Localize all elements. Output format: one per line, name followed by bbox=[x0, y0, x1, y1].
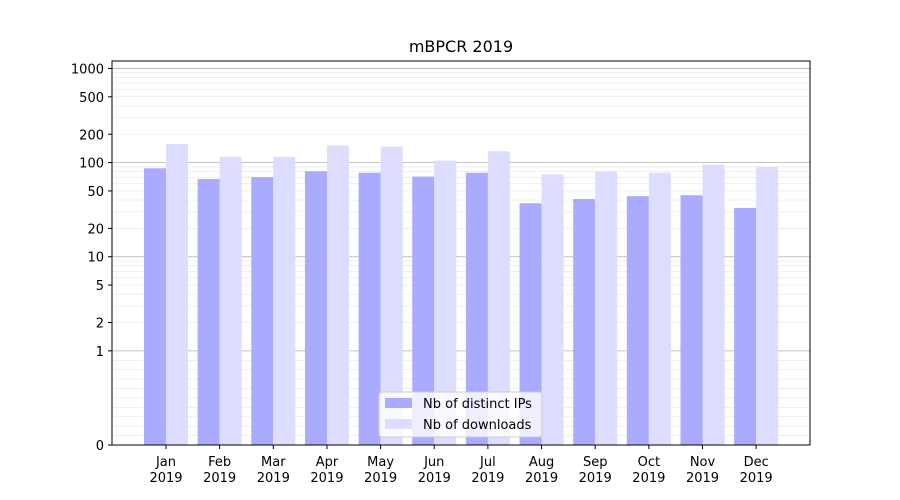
legend: Nb of distinct IPs Nb of downloads bbox=[378, 391, 543, 438]
bar-distinct-ips bbox=[465, 172, 488, 445]
bar-distinct-ips bbox=[519, 203, 542, 445]
bar-downloads bbox=[434, 160, 457, 445]
x-tick-year: 2019 bbox=[203, 471, 236, 486]
x-tick-month: Jun bbox=[423, 455, 444, 470]
x-tick-month: Nov bbox=[690, 455, 716, 470]
y-tick-label: 2 bbox=[96, 317, 104, 332]
bars bbox=[144, 143, 779, 446]
x-tick-year: 2019 bbox=[310, 471, 343, 486]
y-tick-label: 20 bbox=[87, 222, 104, 237]
x-tick-month: Oct bbox=[638, 455, 660, 470]
legend-swatch-downloads bbox=[385, 419, 412, 429]
y-tick-label: 0 bbox=[96, 439, 104, 454]
x-tick-label: Jun 2019 bbox=[418, 455, 451, 486]
legend-swatch-distinct-ips bbox=[385, 398, 412, 408]
legend-label-downloads: Nb of downloads bbox=[423, 418, 532, 433]
bar-downloads bbox=[166, 143, 188, 445]
y-tick-label: 50 bbox=[87, 185, 104, 200]
y-tick-label: 500 bbox=[79, 91, 104, 106]
bar-distinct-ips bbox=[144, 168, 166, 446]
bar-distinct-ips bbox=[304, 171, 327, 445]
x-tick-year: 2019 bbox=[525, 471, 558, 486]
x-tick-month: Jul bbox=[479, 455, 496, 470]
x-tick-label: Sep 2019 bbox=[579, 455, 612, 486]
bar-downloads bbox=[595, 171, 618, 445]
x-tick-year: 2019 bbox=[471, 471, 504, 486]
bar-distinct-ips bbox=[358, 172, 381, 445]
x-tick-month: May bbox=[367, 455, 394, 470]
x-tick-label: May 2019 bbox=[364, 455, 397, 486]
bar-distinct-ips bbox=[197, 178, 220, 445]
chart-title: mBPCR 2019 bbox=[409, 37, 513, 56]
x-tick-label: Apr 2019 bbox=[310, 455, 343, 486]
x-tick-month: Aug bbox=[529, 455, 554, 470]
x-tick-year: 2019 bbox=[632, 471, 665, 486]
x-tick-year: 2019 bbox=[257, 471, 290, 486]
bar-downloads bbox=[273, 156, 296, 445]
y-tick-label: 1 bbox=[96, 345, 104, 360]
x-tick-month: Jan bbox=[155, 455, 176, 470]
bar-downloads bbox=[702, 164, 725, 445]
bar-downloads bbox=[541, 174, 564, 445]
y-tick-label: 200 bbox=[79, 128, 104, 143]
plot-frame bbox=[111, 60, 811, 446]
bar-distinct-ips bbox=[412, 176, 435, 445]
y-tick-label: 100 bbox=[79, 157, 104, 172]
bar-distinct-ips bbox=[573, 199, 596, 445]
bar-distinct-ips bbox=[626, 196, 649, 445]
bar-downloads bbox=[380, 146, 403, 445]
x-tick-label: Mar 2019 bbox=[257, 455, 290, 486]
x-tick-year: 2019 bbox=[149, 471, 182, 486]
x-tick-label: Jan 2019 bbox=[149, 455, 182, 486]
bar-distinct-ips bbox=[734, 207, 757, 445]
x-tick-label: Jul 2019 bbox=[471, 455, 504, 486]
bar-downloads bbox=[487, 151, 510, 445]
y-tick-label: 1000 bbox=[71, 62, 104, 77]
x-tick-year: 2019 bbox=[740, 471, 773, 486]
bar-downloads bbox=[326, 145, 349, 445]
x-tick-month: Sep bbox=[583, 455, 608, 470]
legend-label-distinct-ips: Nb of distinct IPs bbox=[423, 397, 532, 412]
x-tick-label: Oct 2019 bbox=[632, 455, 665, 486]
bar-downloads bbox=[219, 156, 242, 445]
bar-downloads bbox=[648, 172, 671, 445]
x-tick-label: Nov 2019 bbox=[686, 455, 719, 486]
bar-downloads bbox=[756, 166, 779, 446]
legend-box bbox=[378, 391, 543, 438]
x-tick-year: 2019 bbox=[579, 471, 612, 486]
x-tick-month: Feb bbox=[208, 455, 231, 470]
x-tick-month: Dec bbox=[744, 455, 769, 470]
x-tick-label: Feb 2019 bbox=[203, 455, 236, 486]
x-tick-label: Aug 2019 bbox=[525, 455, 558, 486]
x-tick-year: 2019 bbox=[364, 471, 397, 486]
bar-distinct-ips bbox=[680, 195, 703, 445]
x-tick-month: Apr bbox=[316, 455, 339, 470]
y-tick-label: 10 bbox=[87, 251, 104, 266]
x-tick-label: Dec 2019 bbox=[740, 455, 773, 486]
y-tick-label: 5 bbox=[96, 279, 104, 294]
y-axis: 0 1 2 5 10 20 50 100 200 500 1000 bbox=[71, 62, 112, 454]
x-tick-year: 2019 bbox=[686, 471, 719, 486]
x-tick-year: 2019 bbox=[418, 471, 451, 486]
bar-distinct-ips bbox=[251, 177, 274, 446]
x-tick-month: Mar bbox=[261, 455, 286, 470]
